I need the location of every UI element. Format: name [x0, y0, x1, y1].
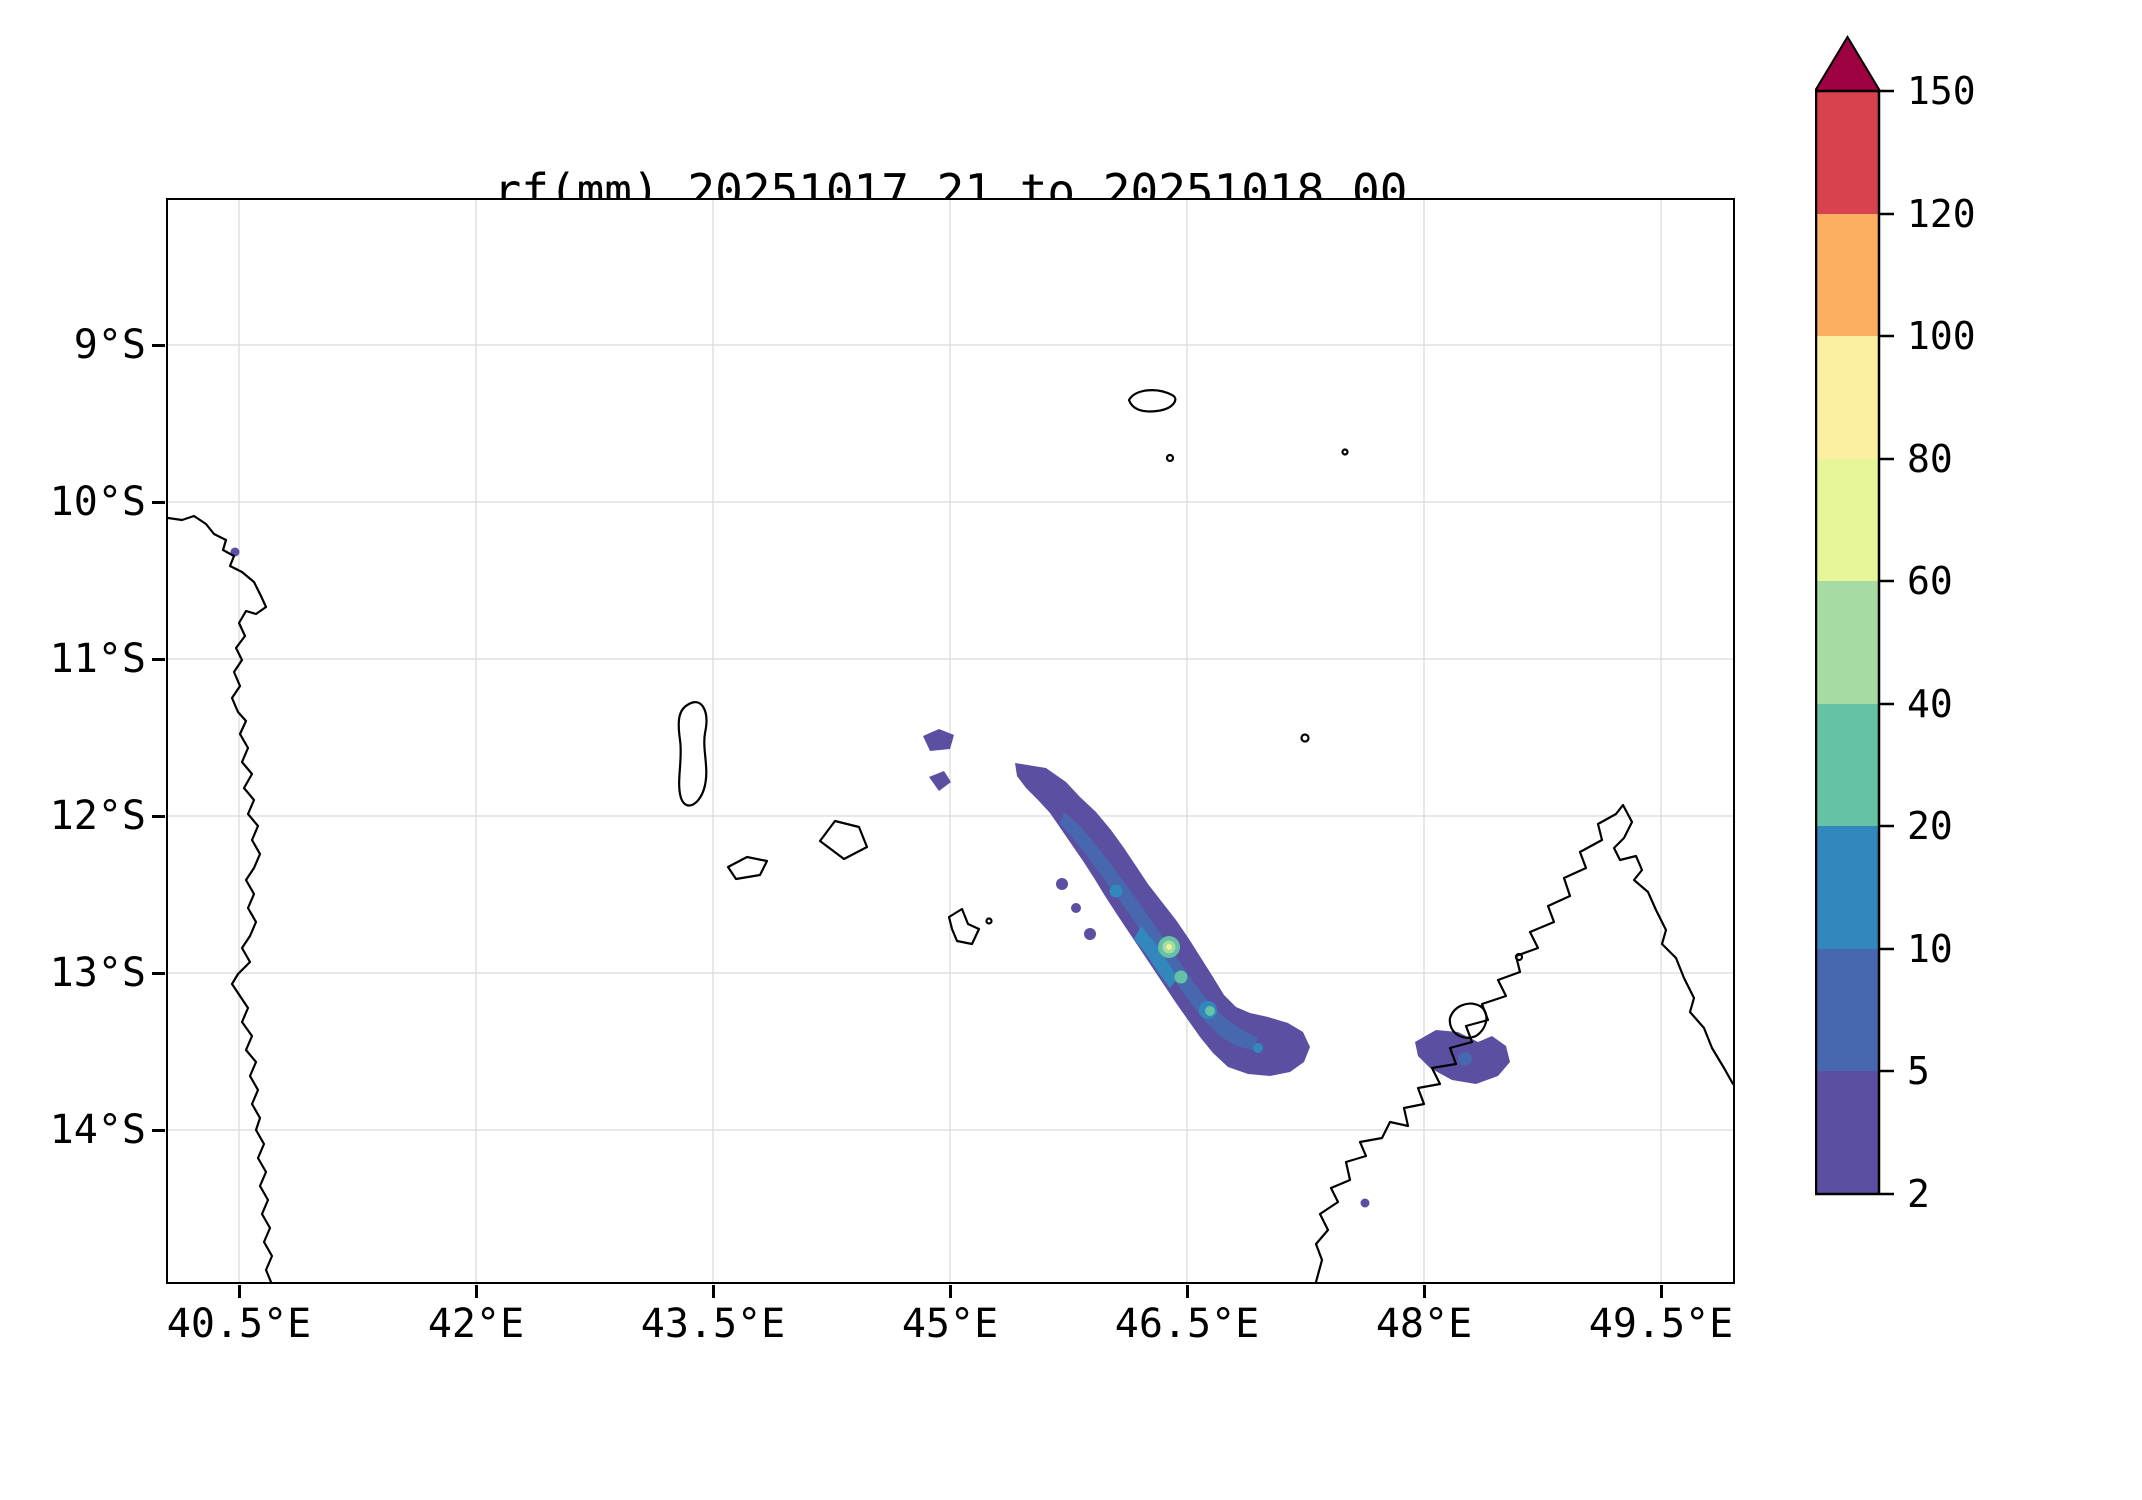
colorbar-label-40: 40	[1907, 682, 1953, 726]
y-tick-13S	[152, 972, 165, 975]
y-tick-9S	[152, 344, 165, 347]
island-anjouan	[818, 819, 869, 861]
island-moheli	[726, 855, 769, 881]
x-tick-label-40p5E: 40.5°E	[166, 1301, 312, 1347]
x-tick-46p5E	[1186, 1285, 1189, 1298]
colorbar-segment-5-10	[1815, 949, 1880, 1072]
x-tick-42E	[475, 1285, 478, 1298]
colorbar-outline	[1815, 89, 1881, 1196]
island-mayotte	[947, 907, 981, 946]
colorbar-segment-2-5	[1815, 1071, 1880, 1194]
colorbar-tick-labels: 150 120 100 80 60 40 20 10 5 2	[1907, 69, 1976, 1214]
colorbar-segment-40-60	[1815, 581, 1880, 704]
colorbar-segment-60-80	[1815, 459, 1880, 582]
colorbar-segment-80-100	[1815, 336, 1880, 459]
island-grande-comore	[677, 701, 708, 807]
y-tick-label-9S: 9°S	[73, 322, 146, 368]
rain-speck-45E-south	[929, 771, 951, 791]
rain-core-20mm-b	[1174, 970, 1188, 984]
colorbar-label-5: 5	[1907, 1049, 1930, 1093]
colorbar-segment-100-120	[1815, 214, 1880, 337]
colorbar-canvas: 150 120 100 80 60 40 20 10 5 2	[1815, 35, 1976, 1214]
rain-main-band-2mm	[1015, 763, 1310, 1076]
y-tick-label-10S: 10°S	[49, 479, 146, 525]
rain-core-5mm	[1060, 812, 1258, 1050]
islet-glorioso	[1300, 733, 1310, 743]
colorbar-label-100: 100	[1907, 314, 1976, 358]
rain-core-10mm	[1134, 926, 1178, 988]
islet-below-aldabra	[1165, 453, 1175, 463]
y-tick-label-12S: 12°S	[49, 793, 146, 839]
colorbar-label-150: 150	[1907, 69, 1976, 113]
colorbar-segment-120-150	[1815, 91, 1880, 214]
colorbar-over-triangle	[1815, 35, 1882, 92]
island-nosy-be	[1448, 1002, 1488, 1039]
islet-mitsio	[1514, 952, 1524, 962]
island-mayotte-islet	[985, 917, 993, 925]
rain-speck-cluster-3	[1084, 928, 1096, 940]
x-tick-label-48E: 48°E	[1375, 1301, 1473, 1347]
map-plot-area	[166, 198, 1735, 1284]
coastlines	[168, 389, 1733, 1282]
rain-core-10mm-d	[1253, 1043, 1263, 1053]
x-tick-43p5E	[712, 1285, 715, 1298]
rainfall-contours	[230, 547, 1510, 1208]
colorbar-segment-10-20	[1815, 826, 1880, 949]
y-tick-12S	[152, 815, 165, 818]
x-tick-label-46p5E: 46.5°E	[1114, 1301, 1260, 1347]
rain-speck-cluster-2	[1071, 903, 1081, 913]
y-tick-10S	[152, 501, 165, 504]
x-tick-45E	[949, 1285, 952, 1298]
colorbar-label-2: 2	[1907, 1172, 1930, 1214]
rain-speck-45E-north	[923, 729, 954, 751]
y-tick-14S	[152, 1129, 165, 1132]
colorbar-label-120: 120	[1907, 192, 1976, 236]
colorbar-segment-20-40	[1815, 704, 1880, 827]
colorbar-label-80: 80	[1907, 437, 1953, 481]
colorbar-label-10: 10	[1907, 927, 1953, 971]
islet-northeast	[1341, 448, 1349, 456]
y-tick-11S	[152, 658, 165, 661]
rain-speck-south	[1360, 1198, 1370, 1208]
x-tick-label-42E: 42°E	[427, 1301, 525, 1347]
y-tick-label-13S: 13°S	[49, 950, 146, 996]
x-tick-label-43p5E: 43.5°E	[640, 1301, 786, 1347]
x-tick-49p5E	[1660, 1285, 1663, 1298]
rain-nosybe-core-5mm	[1458, 1052, 1472, 1066]
x-tick-48E	[1423, 1285, 1426, 1298]
coast-east-africa	[168, 514, 274, 1282]
x-tick-label-49p5E: 49.5°E	[1588, 1301, 1734, 1347]
rain-core-20mm-c	[1205, 1006, 1215, 1016]
y-tick-label-14S: 14°S	[49, 1107, 146, 1153]
coast-north-madagascar	[1314, 803, 1733, 1282]
rain-speck-cluster-1	[1056, 878, 1068, 890]
rain-core-60mm	[1166, 944, 1172, 950]
colorbar-label-60: 60	[1907, 559, 1953, 603]
island-aldabra	[1127, 389, 1177, 413]
y-tick-label-11S: 11°S	[49, 636, 146, 682]
colorbar-ticks	[1880, 89, 1894, 1196]
x-tick-40p5E	[238, 1285, 241, 1298]
colorbar: 150 120 100 80 60 40 20 10 5 2	[1815, 34, 2125, 1214]
colorbar-segments	[1815, 91, 1880, 1194]
rain-core-10mm-c	[1109, 884, 1123, 898]
colorbar-label-20: 20	[1907, 804, 1953, 848]
map-canvas	[168, 200, 1733, 1282]
x-tick-label-45E: 45°E	[901, 1301, 999, 1347]
